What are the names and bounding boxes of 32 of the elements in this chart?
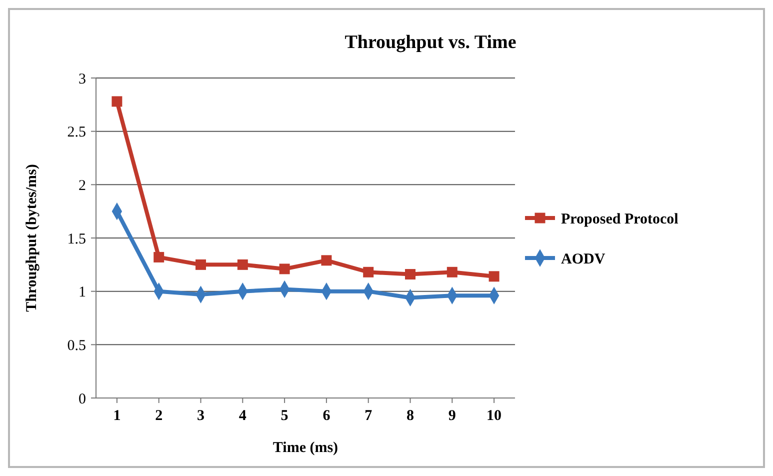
- y-tick-label: 0.5: [67, 338, 86, 354]
- point: [321, 255, 332, 266]
- x-tick-label: 2: [155, 408, 163, 424]
- x-tick-label: 4: [238, 408, 247, 424]
- point: [154, 252, 164, 262]
- x-tick-label: 1: [113, 408, 121, 424]
- y-tick-label: 1: [78, 284, 86, 301]
- point: [405, 269, 416, 280]
- point: [196, 259, 206, 270]
- x-axis-title: Time (ms): [272, 440, 338, 456]
- y-tick-label: 1.5: [67, 231, 86, 248]
- point: [237, 259, 248, 270]
- x-tick-label: 6: [322, 408, 331, 424]
- point: [446, 266, 458, 278]
- x-tick-label: 10: [486, 408, 502, 424]
- y-tick-label: 2: [78, 178, 86, 194]
- chart-title: Throughput vs. Time: [344, 32, 516, 53]
- point: [488, 271, 500, 282]
- y-tick-label: 0: [78, 391, 86, 408]
- y-tick-label: 2.5: [67, 124, 86, 141]
- y-tick-label: 3: [78, 71, 86, 88]
- point: [279, 264, 290, 274]
- x-tick-label: 7: [364, 408, 373, 424]
- x-tick-label: 5: [280, 408, 288, 424]
- point: [363, 266, 374, 278]
- legend-label: Proposed Protocol: [561, 211, 678, 228]
- legend-label: AODV: [561, 251, 606, 268]
- x-tick-label: 9: [448, 408, 456, 424]
- point: [112, 96, 122, 107]
- x-tick-label: 8: [406, 408, 414, 424]
- x-tick-label: 3: [197, 408, 204, 424]
- y-axis-title: Throughput (bytes/ms): [24, 164, 40, 312]
